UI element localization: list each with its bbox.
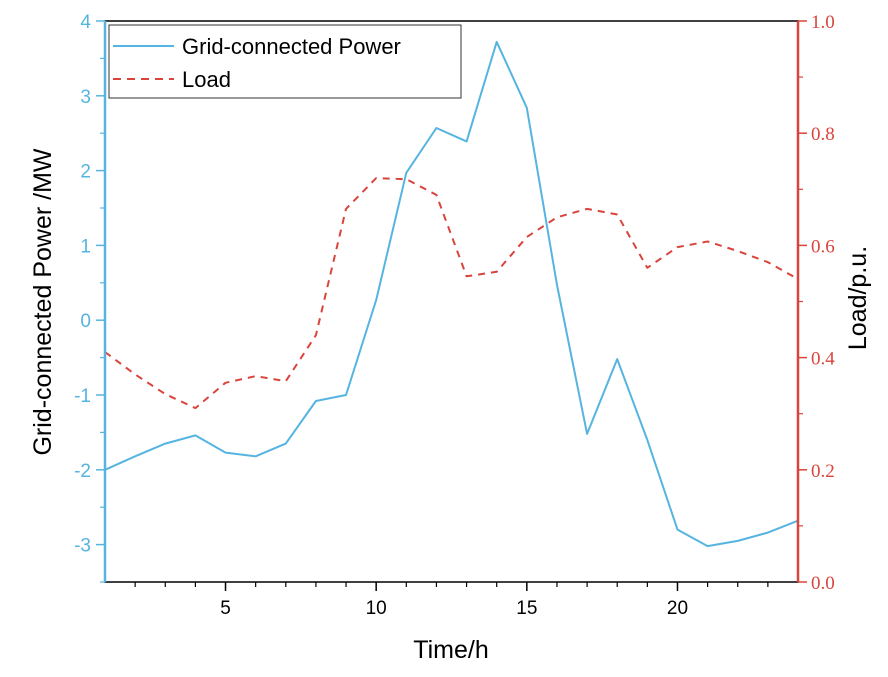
legend-box [108,24,462,99]
legend-label-load: Load [182,67,231,92]
legend: Grid-connected Power Load [108,24,462,99]
legend-label-grid-power: Grid-connected Power [182,34,401,59]
series-line-load [104,177,799,410]
series-layer [104,40,799,548]
x-axis-title: Time/h [413,636,488,664]
right-y-tick-label: 1.0 [811,12,835,33]
x-tick-label: 20 [667,598,688,619]
ticks-layer: 5 10 15 20 -3 -2 -1 0 1 2 3 4 0.0 0.2 0.4 0.6 0.8 1.0 [74,12,835,619]
left-y-tick-label: -1 [74,386,91,407]
right-y-tick-label: 0.2 [811,461,835,482]
left-y-tick-label: 0 [80,311,91,332]
plot-frame [104,20,799,583]
left-y-tick-label: 4 [80,12,91,33]
left-y-tick-label: 1 [80,236,91,257]
x-tick-label: 10 [366,598,387,619]
series-line-grid-power [104,40,799,548]
left-y-tick-label: 2 [80,162,91,183]
right-y-axis-title: Load/p.u. [844,246,872,350]
right-y-tick-label: 0.8 [811,124,835,145]
right-y-tick-label: 0.0 [811,573,835,594]
left-y-tick-label: -2 [74,461,91,482]
right-y-tick-label: 0.6 [811,236,835,257]
left-y-axis-title: Grid-connected Power /MW [29,148,57,455]
right-y-tick-label: 0.4 [811,349,835,370]
x-tick-label: 15 [516,598,537,619]
left-y-tick-label: -3 [74,536,91,557]
left-y-tick-label: 3 [80,87,91,108]
x-tick-label: 5 [220,598,231,619]
